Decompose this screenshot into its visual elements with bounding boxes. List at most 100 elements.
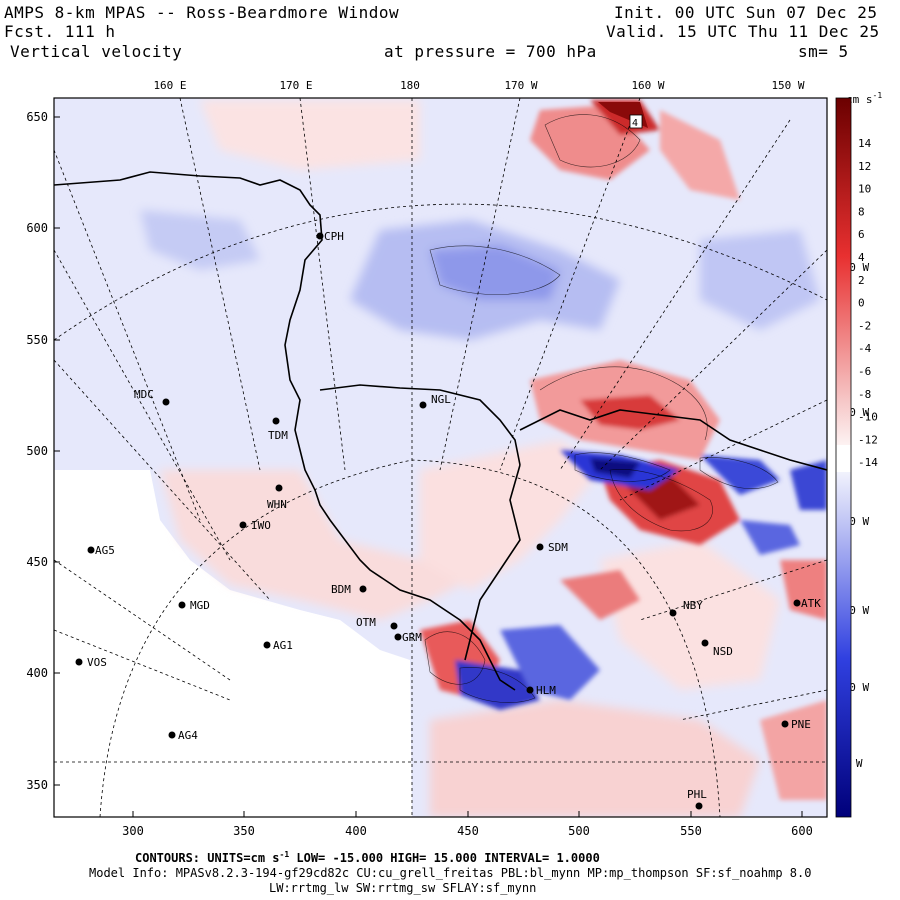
- x-axis: 300 350 400 450 500 550 600: [122, 811, 813, 838]
- y-tick-label: 450: [26, 555, 48, 569]
- station-marker: [162, 398, 170, 406]
- station-marker: [239, 521, 247, 529]
- station-marker: [701, 639, 709, 647]
- station-label: TDM: [268, 429, 288, 442]
- colorbar-tick-label: -4: [858, 342, 872, 355]
- station-label: ATK: [801, 597, 821, 610]
- colorbar-tick-label: 6: [858, 228, 865, 241]
- station-marker: [526, 686, 534, 694]
- box-marker: [629, 114, 643, 129]
- station-label: VOS: [87, 656, 107, 669]
- colorbar-tick-label: 14: [858, 137, 872, 150]
- y-axis: 650 600 550 500 450 400 350: [26, 110, 60, 792]
- station-layer: CPH NGL MDC TDM WHN IWO AG5 SDM BDM MGD OTM GRM NBY A…: [75, 230, 821, 810]
- y-tick-label: 350: [26, 778, 48, 792]
- colorbar-zero-band: [836, 445, 851, 472]
- contour-lines: [424, 114, 779, 703]
- station-marker: [669, 609, 677, 617]
- x-tick-label: 400: [345, 824, 367, 838]
- colorbar-tick-label: 8: [858, 205, 865, 218]
- colorbar-tick-label: 4: [858, 251, 865, 264]
- station-label: IWO: [251, 519, 271, 532]
- x-tick-label: 600: [791, 824, 813, 838]
- station-label: NSD: [713, 645, 733, 658]
- station-label: PNE: [791, 718, 811, 731]
- colorbar: cm s-1 14 12 10 8 6 4 2 0 -2 -4 -6 -8 -10 -12 -14: [835, 91, 882, 818]
- station-marker: [390, 622, 398, 630]
- station-label: MGD: [190, 599, 210, 612]
- station-label: NBY: [683, 599, 703, 612]
- colorbar-tick-label: -14: [858, 456, 878, 469]
- x-tick-label: 550: [680, 824, 702, 838]
- y-tick-label: 600: [26, 221, 48, 235]
- y-tick-label: 550: [26, 333, 48, 347]
- top-longitude-label: 180: [400, 79, 420, 92]
- station-label: WHN: [267, 498, 287, 511]
- weak-positive-areas: [160, 100, 780, 817]
- station-label: AG5: [95, 544, 115, 557]
- station-label: GRM: [402, 631, 422, 644]
- colorbar-tick-label: -6: [858, 365, 871, 378]
- model-info: Model Info: MPASv8.2.3-194-gf29cd82c CU:…: [89, 866, 812, 880]
- station-label: OTM: [356, 616, 376, 629]
- plot-title: AMPS 8-km MPAS -- Ross-Beardmore Window: [4, 3, 400, 22]
- station-marker: [275, 484, 283, 492]
- colorbar-unit: cm s-1: [846, 91, 882, 106]
- smoothing-value: sm= 5: [798, 42, 849, 61]
- forecast-hour: Fcst. 111 h: [4, 22, 116, 41]
- y-tick-label: 500: [26, 444, 48, 458]
- colorbar-tick-label: 0: [858, 297, 865, 310]
- colorbar-tick-label: 2: [858, 274, 865, 287]
- station-marker: [272, 417, 280, 425]
- valid-time: Valid. 15 UTC Thu 11 Dec 25: [606, 22, 880, 41]
- model-info-line2: LW:rrtmg_lw SW:rrtmg_sw SFLAY:sf_mynn: [269, 881, 537, 895]
- y-tick-label: 650: [26, 110, 48, 124]
- coastline: [54, 171, 827, 691]
- station-marker: [168, 731, 176, 739]
- station-label: NGL: [431, 393, 451, 406]
- graticule: [54, 98, 827, 817]
- station-label: PHL: [687, 788, 707, 801]
- variable-name: Vertical velocity: [10, 42, 183, 61]
- negative-band: [140, 210, 820, 340]
- init-time: Init. 00 UTC Sun 07 Dec 25: [614, 3, 878, 22]
- station-marker: [536, 543, 544, 551]
- colorbar-tick-label: -10: [858, 411, 878, 424]
- station-marker: [419, 401, 427, 409]
- station-marker: [75, 658, 83, 666]
- station-marker: [781, 720, 789, 728]
- station-label: AG4: [178, 729, 198, 742]
- top-longitude-label: 160 E: [153, 79, 186, 92]
- station-marker: [316, 232, 324, 240]
- x-tick-label: 450: [457, 824, 479, 838]
- colorbar-tick-label: 10: [858, 183, 871, 196]
- station-marker: [394, 633, 402, 641]
- station-marker: [178, 601, 186, 609]
- station-label: MDC: [134, 388, 154, 401]
- station-marker: [87, 546, 95, 554]
- nodata-region: [54, 470, 412, 817]
- top-longitude-label: 150 W: [771, 79, 804, 92]
- top-longitude-label: 170 E: [279, 79, 312, 92]
- station-label: HLM: [536, 684, 556, 697]
- station-marker: [793, 599, 801, 607]
- colorbar-tick-label: -12: [858, 433, 878, 446]
- top-longitude-label: 160 W: [631, 79, 664, 92]
- top-longitude-label: 170 W: [504, 79, 537, 92]
- station-marker: [695, 802, 703, 810]
- station-marker: [359, 585, 367, 593]
- station-label: CPH: [324, 230, 344, 243]
- map-frame: [53, 97, 828, 818]
- x-tick-label: 350: [233, 824, 255, 838]
- velocity-field: 4: [54, 98, 827, 817]
- colorbar-tick-label: -2: [858, 319, 871, 332]
- colorbar-tick-label: 12: [858, 160, 871, 173]
- box-label: 4: [632, 118, 638, 129]
- station-label: AG1: [273, 639, 293, 652]
- x-tick-label: 300: [122, 824, 144, 838]
- station-label: SDM: [548, 541, 568, 554]
- x-tick-label: 500: [568, 824, 590, 838]
- station-marker: [263, 641, 271, 649]
- station-label: BDM: [331, 583, 351, 596]
